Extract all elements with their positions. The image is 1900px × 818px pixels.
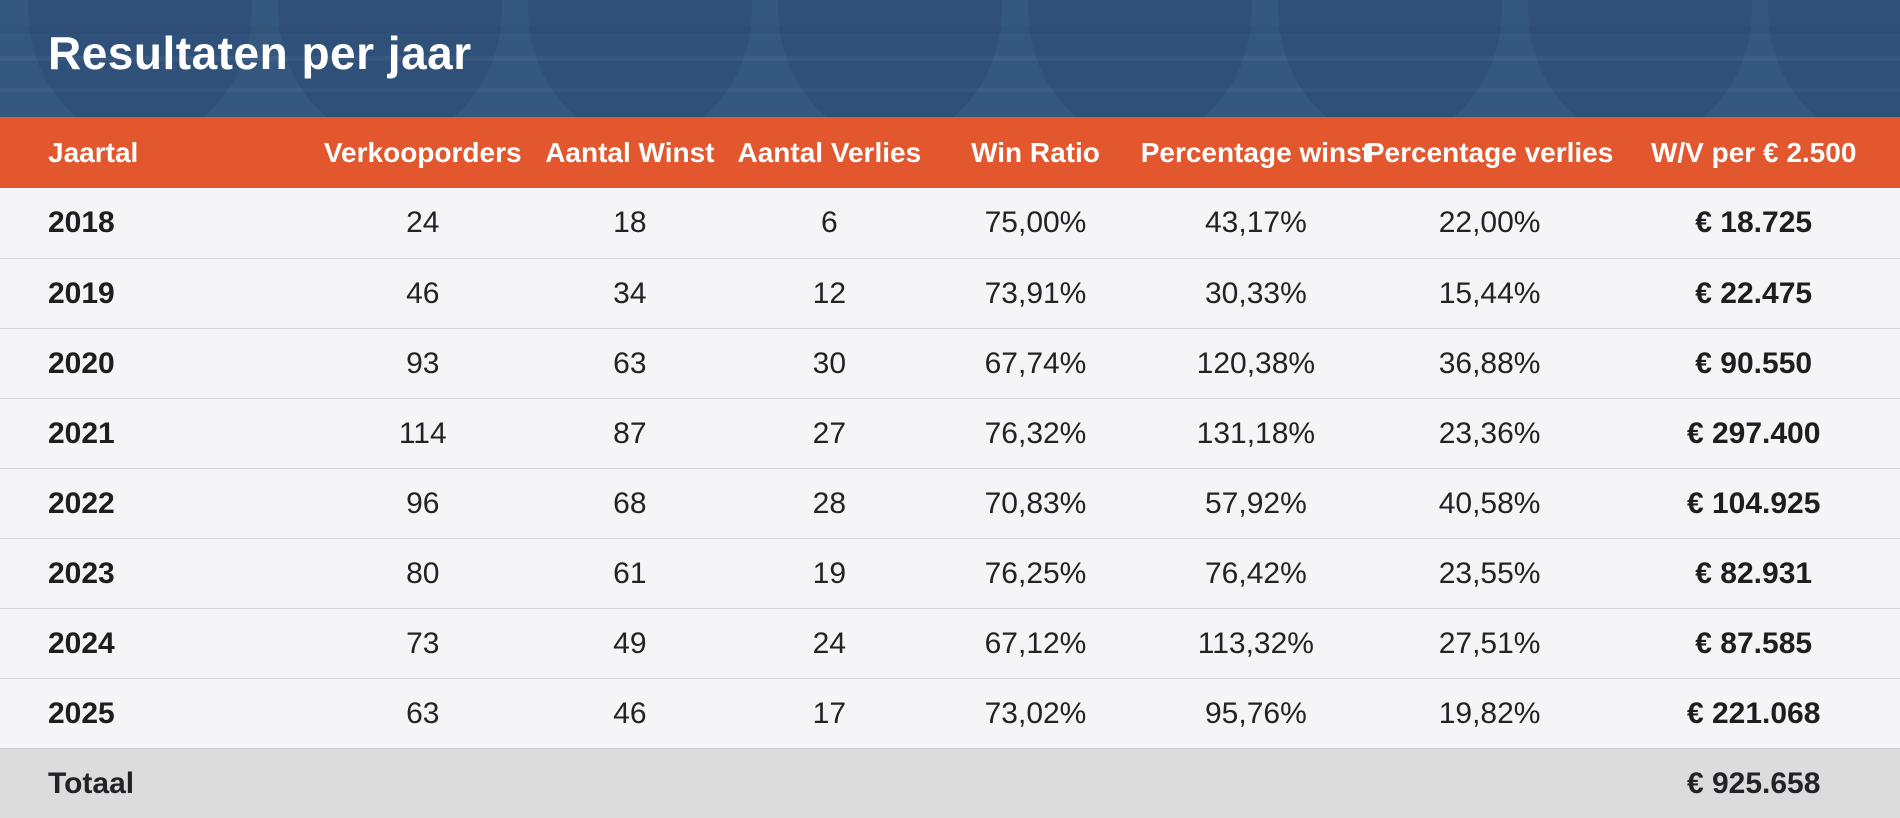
cell-aantal_verlies: 12 — [812, 276, 847, 310]
cell-verkooporders: 114 — [398, 416, 447, 450]
cell-jaartal: 2018 — [48, 206, 115, 239]
total-spacer — [1372, 749, 1608, 818]
cell-win_ratio: 75,00% — [984, 206, 1087, 239]
column-header-percentage_verlies: Percentage verlies — [1365, 136, 1614, 168]
table-total-row: Totaal € 925.658 — [0, 748, 1900, 818]
cell-verkooporders: 80 — [406, 556, 440, 590]
cell-jaartal: 2025 — [48, 696, 115, 730]
cell-wv_per_2500: € 297.400 — [1686, 416, 1821, 450]
cell-jaartal: 2023 — [48, 556, 115, 590]
cell-verkooporders: 24 — [406, 206, 440, 239]
cell-verkooporders: 46 — [406, 276, 440, 310]
cell-percentage_winst: 113,32% — [1197, 626, 1314, 660]
cell-percentage_winst: 57,92% — [1205, 486, 1307, 520]
cell-jaartal: 2024 — [48, 626, 115, 660]
cell-jaartal: 2019 — [48, 276, 115, 310]
cell-wv_per_2500: € 104.925 — [1686, 486, 1821, 520]
cell-percentage_winst: 43,17% — [1205, 206, 1307, 239]
column-header-percentage_winst: Percentage winst — [1140, 136, 1372, 168]
table-row: 2025 63 46 17 73,02% 95,76% 19,82% € 221.068 — [0, 678, 1900, 748]
table-row: 2024 73 49 24 67,12% 113,32% 27,51% € 87.585 — [0, 608, 1900, 678]
cell-aantal_winst: 87 — [613, 416, 647, 450]
panel-header: Resultaten per jaar — [0, 0, 1900, 117]
table-row: 2018 24 18 6 75,00% 43,17% 22,00% € 18.725 — [0, 188, 1900, 258]
table-header-row: Jaartal Verkooporders Aantal Winst Aantal V… — [0, 117, 1900, 188]
total-value: € 925.658 — [1686, 766, 1821, 800]
column-header-jaartal: Jaartal — [48, 136, 139, 168]
cell-aantal_verlies: 28 — [812, 486, 847, 520]
column-header-aantal_winst: Aantal Winst — [545, 136, 715, 168]
total-spacer — [314, 749, 533, 818]
cell-jaartal: 2021 — [48, 416, 115, 450]
column-header-wv_per_2500: W/V per € 2.500 — [1650, 136, 1857, 168]
total-label: Totaal — [48, 766, 135, 800]
cell-win_ratio: 70,83% — [984, 486, 1087, 520]
cell-win_ratio: 73,02% — [984, 696, 1087, 730]
total-spacer — [1140, 749, 1372, 818]
total-spacer — [532, 749, 728, 818]
cell-wv_per_2500: € 221.068 — [1686, 696, 1821, 730]
cell-wv_per_2500: € 22.475 — [1695, 276, 1813, 310]
cell-aantal_verlies: 30 — [812, 346, 847, 380]
cell-win_ratio: 76,25% — [984, 556, 1087, 590]
cell-win_ratio: 76,32% — [984, 416, 1087, 450]
cell-wv_per_2500: € 82.931 — [1695, 556, 1813, 590]
cell-aantal_winst: 68 — [613, 486, 647, 520]
table-row: 2019 46 34 12 73,91% 30,33% 15,44% € 22.475 — [0, 258, 1900, 328]
total-spacer — [728, 749, 931, 818]
cell-verkooporders: 93 — [406, 346, 440, 380]
cell-percentage_winst: 131,18% — [1196, 416, 1316, 450]
cell-jaartal: 2022 — [48, 486, 115, 520]
cell-aantal_verlies: 27 — [812, 416, 847, 450]
cell-aantal_verlies: 6 — [820, 206, 838, 239]
table-body: 2018 24 18 6 75,00% 43,17% 22,00% € 18.725 2019 4… — [0, 188, 1900, 748]
cell-percentage_verlies: 22,00% — [1438, 206, 1541, 239]
cell-percentage_winst: 95,76% — [1205, 696, 1307, 730]
cell-percentage_verlies: 40,58% — [1438, 486, 1541, 520]
page-title: Resultaten per jaar — [48, 27, 472, 79]
cell-aantal_winst: 63 — [613, 346, 647, 380]
cell-verkooporders: 73 — [406, 626, 440, 660]
column-header-aantal_verlies: Aantal Verlies — [737, 136, 922, 168]
cell-percentage_verlies: 15,44% — [1438, 276, 1541, 310]
cell-aantal_winst: 18 — [613, 206, 647, 239]
column-header-win_ratio: Win Ratio — [971, 136, 1100, 168]
cell-win_ratio: 73,91% — [984, 276, 1087, 310]
cell-percentage_verlies: 23,55% — [1438, 556, 1541, 590]
cell-verkooporders: 96 — [406, 486, 440, 520]
cell-jaartal: 2020 — [48, 346, 115, 380]
cell-percentage_verlies: 36,88% — [1438, 346, 1541, 380]
cell-wv_per_2500: € 87.585 — [1695, 626, 1813, 660]
cell-percentage_verlies: 19,82% — [1438, 696, 1541, 730]
table-row: 2023 80 61 19 76,25% 76,42% 23,55% € 82.931 — [0, 538, 1900, 608]
cell-percentage_verlies: 27,51% — [1438, 626, 1541, 660]
cell-verkooporders: 63 — [406, 696, 440, 730]
table-row: 2022 96 68 28 70,83% 57,92% 40,58% € 104.925 — [0, 468, 1900, 538]
cell-aantal_winst: 61 — [613, 556, 647, 590]
cell-aantal_verlies: 17 — [812, 696, 847, 730]
cell-wv_per_2500: € 90.550 — [1695, 346, 1813, 380]
total-spacer — [931, 749, 1140, 818]
cell-wv_per_2500: € 18.725 — [1695, 206, 1813, 239]
cell-aantal_winst: 46 — [613, 696, 647, 730]
column-header-verkooporders: Verkooporders — [323, 136, 522, 168]
cell-aantal_winst: 34 — [613, 276, 647, 310]
cell-percentage_winst: 76,42% — [1205, 556, 1307, 590]
cell-percentage_winst: 30,33% — [1205, 276, 1307, 310]
cell-win_ratio: 67,74% — [984, 346, 1087, 380]
cell-win_ratio: 67,12% — [984, 626, 1087, 660]
cell-aantal_winst: 49 — [613, 626, 647, 660]
table-row: 2021 114 87 27 76,32% 131,18% 23,36% € 297.400 — [0, 398, 1900, 468]
cell-aantal_verlies: 19 — [812, 556, 847, 590]
table-row: 2020 93 63 30 67,74% 120,38% 36,88% € 90.550 — [0, 328, 1900, 398]
cell-percentage_winst: 120,38% — [1196, 346, 1316, 380]
cell-aantal_verlies: 24 — [812, 626, 847, 660]
header-watermark-pattern — [0, 0, 1900, 117]
cell-percentage_verlies: 23,36% — [1438, 416, 1541, 450]
